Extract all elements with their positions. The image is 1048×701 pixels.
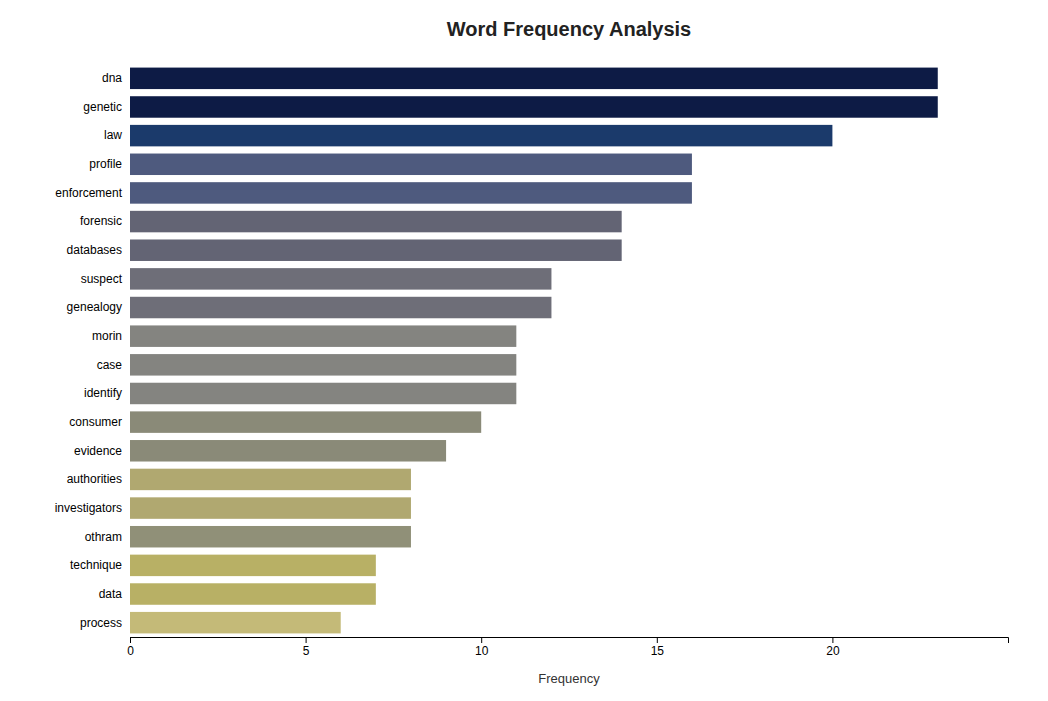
chart-svg: 0 5 10 15 20 dna genetic law profile enforcement f… — [0, 0, 1048, 701]
plot-area: 0 5 10 15 20 dna genetic law profile enforcement f… — [55, 68, 1009, 658]
y-tick: morin — [92, 329, 122, 343]
bar — [130, 325, 516, 346]
x-tick-label: 10 — [475, 644, 489, 658]
x-axis-line — [131, 638, 1009, 644]
y-tick-label: consumer — [69, 415, 122, 429]
y-tick: databases — [67, 243, 122, 257]
y-tick-label: genealogy — [67, 300, 122, 314]
x-tick-mark — [832, 637, 833, 643]
y-tick-label: othram — [85, 530, 122, 544]
y-tick: law — [104, 128, 122, 142]
y-tick: data — [99, 587, 123, 601]
y-tick-label: genetic — [83, 100, 122, 114]
bar — [130, 68, 938, 89]
x-tick-label: 0 — [127, 644, 134, 658]
y-tick-label: enforcement — [55, 186, 122, 200]
x-tick: 0 — [127, 637, 134, 658]
bar — [130, 612, 341, 633]
x-tick-label: 5 — [303, 644, 310, 658]
y-tick: process — [80, 616, 122, 630]
y-tick-label: investigators — [55, 501, 122, 515]
y-axis: dna genetic law profile enforcement forensic d… — [55, 71, 123, 629]
x-tick: 10 — [475, 637, 489, 658]
x-tick-mark — [481, 637, 482, 643]
chart-title: Word Frequency Analysis — [447, 18, 692, 40]
x-tick-mark — [130, 637, 131, 643]
y-tick: investigators — [55, 501, 122, 515]
x-tick: 5 — [303, 637, 310, 658]
y-tick: genetic — [83, 100, 122, 114]
bar — [130, 469, 411, 490]
y-tick: technique — [70, 558, 122, 572]
bars — [130, 68, 938, 634]
y-tick-label: data — [99, 587, 123, 601]
bar — [130, 96, 938, 117]
bar — [130, 182, 692, 203]
y-tick: genealogy — [67, 300, 122, 314]
bar — [130, 268, 551, 289]
bar — [130, 125, 832, 146]
bar — [130, 497, 411, 518]
y-tick-label: suspect — [81, 272, 123, 286]
x-tick-label: 20 — [826, 644, 840, 658]
x-tick-mark — [657, 637, 658, 643]
y-tick-label: technique — [70, 558, 122, 572]
bar — [130, 440, 446, 461]
y-tick-label: identify — [84, 386, 122, 400]
y-tick-label: law — [104, 128, 122, 142]
y-tick: authorities — [67, 472, 122, 486]
y-tick: consumer — [69, 415, 122, 429]
y-tick: suspect — [81, 272, 123, 286]
bar — [130, 239, 622, 260]
y-tick-label: databases — [67, 243, 122, 257]
y-tick: dna — [102, 71, 122, 85]
y-tick: forensic — [80, 214, 122, 228]
y-tick: identify — [84, 386, 122, 400]
y-tick: enforcement — [55, 186, 122, 200]
y-tick: profile — [89, 157, 122, 171]
x-tick: 20 — [826, 637, 840, 658]
x-tick-mark — [306, 637, 307, 643]
y-tick-label: authorities — [67, 472, 122, 486]
bar — [130, 526, 411, 547]
bar — [130, 555, 376, 576]
y-tick-label: process — [80, 616, 122, 630]
y-tick: case — [97, 358, 123, 372]
y-tick-label: case — [97, 358, 123, 372]
y-tick-label: evidence — [74, 444, 122, 458]
y-tick: othram — [85, 530, 122, 544]
x-tick: 15 — [651, 637, 665, 658]
bar — [130, 297, 551, 318]
y-tick-label: forensic — [80, 214, 122, 228]
y-tick-label: morin — [92, 329, 122, 343]
bar — [130, 583, 376, 604]
chart-container: 0 5 10 15 20 dna genetic law profile enforcement f… — [0, 0, 1048, 701]
bar — [130, 383, 516, 404]
y-tick-label: dna — [102, 71, 122, 85]
x-axis: 0 5 10 15 20 — [127, 637, 1008, 658]
bar — [130, 211, 622, 232]
bar — [130, 154, 692, 175]
y-tick-label: profile — [89, 157, 122, 171]
y-tick: evidence — [74, 444, 122, 458]
bar — [130, 354, 516, 375]
x-tick-label: 15 — [651, 644, 665, 658]
bar — [130, 411, 481, 432]
x-axis-title: Frequency — [538, 671, 600, 686]
